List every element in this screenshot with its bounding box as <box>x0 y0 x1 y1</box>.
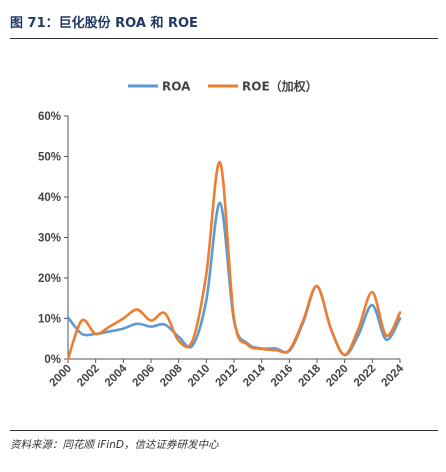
y-tick-label: 0% <box>44 354 61 366</box>
x-tick-label: 2018 <box>297 362 324 389</box>
y-tick-label: 60% <box>38 111 61 123</box>
figure-title: 图 71：巨化股份 ROA 和 ROE <box>10 16 198 31</box>
y-tick-label: 10% <box>38 314 61 326</box>
source-rule <box>10 430 438 431</box>
x-tick-label: 2014 <box>241 362 268 389</box>
x-tick-label: 2004 <box>103 362 130 389</box>
x-tick-label: 2010 <box>186 363 213 390</box>
legend-label-roa: ROA <box>162 80 191 94</box>
x-tick-label: 2016 <box>269 363 296 390</box>
x-tick-label: 2008 <box>158 362 185 389</box>
legend-label-roe: ROE（加权） <box>242 79 318 94</box>
source-note: 资料来源：同花顺 iFinD，信达证券研发中心 <box>10 439 219 451</box>
x-tick-label: 2006 <box>131 363 158 390</box>
chart-legend: ROA ROE（加权） <box>128 79 318 94</box>
title-rule <box>10 38 438 39</box>
x-tick-label: 2024 <box>380 362 407 389</box>
y-tick-label: 50% <box>38 152 61 164</box>
x-tick-label: 2022 <box>352 363 379 390</box>
series-line-roe <box>66 161 402 361</box>
y-tick-label: 40% <box>38 192 61 204</box>
y-tick-label: 20% <box>38 273 61 285</box>
x-tick-label: 2012 <box>214 363 241 390</box>
x-tick-label: 2020 <box>324 363 351 390</box>
series-line-roa <box>66 201 402 357</box>
x-tick-label: 2000 <box>48 363 75 390</box>
y-tick-label: 30% <box>38 233 61 245</box>
chart-series <box>66 161 402 361</box>
x-tick-label: 2002 <box>75 363 102 390</box>
line-chart: 0% 10% 20% 30% 40% 50% 60% 2000 2002 2004 2006 2008… <box>38 79 407 390</box>
